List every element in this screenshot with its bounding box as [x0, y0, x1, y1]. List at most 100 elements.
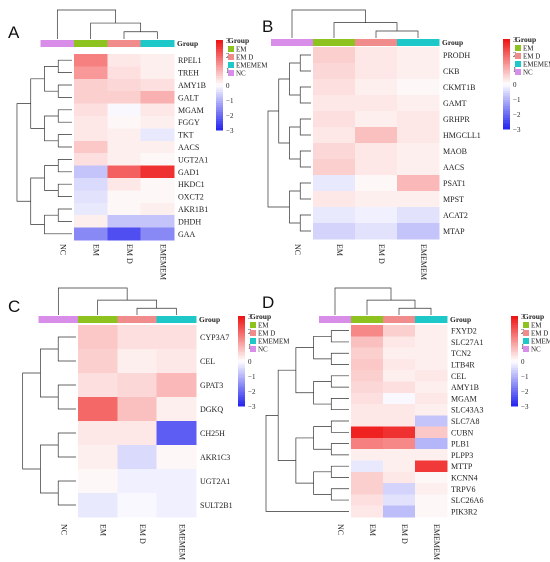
colorbar-segment	[216, 76, 223, 79]
colorbar-segment	[503, 104, 510, 107]
colorbar-segment	[238, 331, 245, 335]
column-dendrogram	[334, 287, 432, 315]
colorbar-segment	[238, 403, 245, 407]
heatmap-cell	[78, 469, 118, 494]
colorbar-segment	[511, 363, 518, 366]
heatmap-cell	[140, 116, 175, 129]
row-label: AACS	[443, 163, 464, 172]
heatmap-cell	[397, 111, 440, 128]
heatmap-cell	[117, 493, 157, 518]
legend-label: EM D	[258, 330, 275, 338]
heatmap-cell	[271, 63, 314, 80]
heatmap-cell	[397, 63, 440, 80]
colorbar-segment	[511, 331, 518, 335]
heatmap-cell	[107, 91, 141, 104]
row-label: TKT	[178, 131, 194, 140]
heatmap-cell	[355, 79, 398, 96]
heatmap-cell	[140, 165, 175, 179]
colorbar-segment	[216, 109, 223, 113]
colorbar-tick-label: 0	[248, 358, 252, 366]
heatmap-cell	[415, 471, 448, 484]
colorbar-segment	[238, 394, 245, 398]
row-label: HMGCLL1	[443, 131, 481, 140]
column-dendrogram	[57, 287, 177, 315]
colorbar-segment	[511, 367, 518, 371]
colorbar-segment	[503, 117, 510, 121]
colorbar-segment	[503, 122, 510, 125]
heatmap-cell	[383, 404, 416, 416]
colorbar-segment	[503, 43, 510, 47]
heatmap-cell	[355, 111, 398, 128]
heatmap-cell	[107, 128, 141, 142]
heatmap-cell	[74, 103, 108, 117]
column-label: EMEMEM	[432, 524, 441, 560]
heatmap-cell	[383, 449, 416, 461]
group-bar-title: Group	[442, 38, 463, 47]
heatmap-cell	[415, 494, 448, 507]
colorbar-segment	[503, 79, 510, 83]
heatmap-cell	[74, 153, 108, 166]
row-label: CKMT1B	[443, 83, 475, 92]
colorbar-segment	[238, 390, 245, 393]
heatmap-cell	[74, 140, 108, 154]
colorbar-segment	[216, 42, 223, 45]
colorbar-tick-label: −2	[248, 388, 256, 396]
heatmap-cell	[383, 505, 416, 518]
heatmap-cell	[351, 325, 384, 337]
row-label: AACS	[178, 143, 199, 152]
colorbar-segment	[511, 336, 518, 339]
panel-letter: B	[262, 17, 273, 36]
heatmap-cell	[383, 437, 416, 450]
colorbar-segment	[511, 401, 518, 405]
colorbar-tick-label: 3	[226, 37, 230, 45]
colorbar-segment	[238, 385, 245, 389]
colorbar-segment	[238, 392, 245, 396]
row-label: AKR1C3	[200, 453, 230, 462]
panel-a: A Group RPEL1 TREH AMY1B GALT MGAM FGGY TKT AACS U…	[8, 9, 268, 280]
column-label: EM D	[138, 524, 147, 544]
colorbar-tick-label: 0	[513, 81, 517, 89]
group-bar-ememem	[156, 316, 197, 323]
column-label: NC	[293, 244, 302, 255]
colorbar-segment	[216, 125, 223, 129]
heatmap-cell	[40, 165, 75, 179]
heatmap-cell	[415, 437, 448, 450]
column-label: NC	[59, 524, 68, 535]
heatmap-cell	[107, 78, 141, 92]
colorbar-segment	[216, 89, 223, 93]
colorbar-segment	[238, 340, 245, 344]
colorbar-segment	[503, 126, 510, 130]
panel-letter: D	[262, 293, 274, 312]
colorbar-segment	[238, 363, 245, 366]
column-label: EM D	[377, 244, 386, 264]
colorbar-segment	[503, 54, 510, 58]
heatmap-cell	[156, 349, 197, 374]
row-dendrogram	[16, 59, 72, 235]
colorbar-segment	[216, 94, 223, 97]
colorbar-tick-label: 3	[521, 313, 525, 321]
colorbar-tick-label: −3	[521, 403, 529, 411]
heatmap-cell	[117, 469, 157, 494]
heatmap-cell	[140, 178, 175, 191]
colorbar-tick-label: −1	[226, 97, 234, 105]
heatmap-cell	[415, 370, 448, 382]
colorbar-segment	[503, 50, 510, 53]
row-label: DHDH	[178, 217, 201, 226]
colorbar-segment	[503, 63, 510, 67]
colorbar-segment	[216, 118, 223, 122]
row-label: GAD1	[178, 168, 199, 177]
heatmap-cell	[107, 66, 141, 80]
group-bar-em	[351, 316, 384, 323]
colorbar-tick-label: −2	[521, 388, 529, 396]
colorbar-segment	[238, 383, 245, 387]
legend-label: NC	[258, 346, 268, 354]
heatmap-cell	[355, 175, 398, 192]
colorbar-segment	[503, 66, 510, 69]
heatmap-cell	[313, 175, 356, 192]
colorbar-segment	[238, 345, 245, 348]
colorbar-segment	[511, 397, 518, 400]
row-dendrogram	[265, 330, 349, 512]
colorbar-segment	[238, 376, 245, 380]
colorbar-segment	[216, 40, 223, 43]
